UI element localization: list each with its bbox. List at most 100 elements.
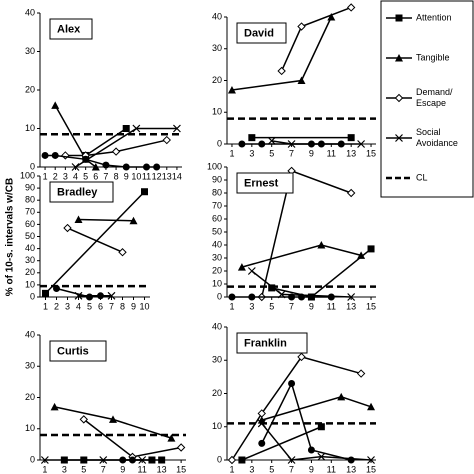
x-tick-label: 7 bbox=[289, 301, 294, 311]
marker-diamond bbox=[257, 409, 266, 418]
marker-triangle bbox=[395, 54, 403, 62]
marker-diamond bbox=[227, 455, 237, 465]
panel-title-box bbox=[49, 18, 93, 40]
marker-diamond bbox=[356, 369, 366, 378]
y-tick-label: 10 bbox=[25, 423, 35, 433]
marker-diamond bbox=[63, 223, 72, 233]
y-tick-label: 0 bbox=[30, 161, 35, 171]
y-tick-label: 20 bbox=[25, 84, 35, 94]
x-tick-label: 9 bbox=[309, 464, 314, 474]
marker-x bbox=[99, 456, 108, 464]
x-tick-label: 9 bbox=[131, 301, 136, 311]
x-tick-label: 8 bbox=[120, 301, 125, 311]
y-tick-label: 40 bbox=[25, 7, 35, 17]
marker-circle bbox=[128, 456, 136, 464]
y-tick-label: 0 bbox=[217, 454, 222, 464]
marker-x bbox=[257, 419, 266, 428]
y-tick-label: 40 bbox=[25, 243, 35, 253]
marker-circle bbox=[288, 293, 296, 301]
y-tick-label: 10 bbox=[25, 279, 35, 289]
legend-label: Demand/Escape bbox=[416, 87, 453, 108]
marker-circle bbox=[327, 293, 335, 301]
y-tick-label: 70 bbox=[212, 200, 222, 210]
x-tick-label: 4 bbox=[76, 301, 81, 311]
marker-square bbox=[347, 134, 355, 142]
series-line bbox=[44, 191, 146, 294]
marker-triangle bbox=[109, 415, 117, 423]
series-line bbox=[231, 356, 362, 461]
x-tick-label: 5 bbox=[269, 148, 274, 158]
x-tick-label: 13 bbox=[346, 301, 356, 311]
y-tick-label: 0 bbox=[30, 454, 35, 464]
marker-circle bbox=[53, 285, 60, 293]
marker-square bbox=[122, 125, 130, 132]
marker-triangle bbox=[337, 392, 346, 401]
marker-diamond bbox=[346, 3, 356, 12]
panel-title: Alex bbox=[57, 23, 81, 35]
y-tick-label: 10 bbox=[212, 278, 222, 288]
x-tick-label: 11 bbox=[138, 464, 147, 474]
marker-circle bbox=[248, 293, 256, 301]
marker-triangle bbox=[237, 263, 246, 271]
marker-circle bbox=[82, 155, 90, 163]
marker-circle bbox=[143, 163, 150, 171]
x-tick-label: 5 bbox=[81, 464, 86, 474]
marker-circle bbox=[41, 151, 49, 159]
x-tick-label: 11 bbox=[327, 301, 336, 311]
y-tick-label: 30 bbox=[212, 355, 222, 365]
y-tick-label: 70 bbox=[25, 207, 35, 217]
series-line bbox=[271, 248, 372, 298]
x-tick-label: 8 bbox=[114, 171, 119, 181]
marker-x bbox=[347, 293, 356, 301]
series-line bbox=[45, 154, 157, 168]
x-tick-label: 10 bbox=[131, 171, 141, 181]
y-tick-label: 10 bbox=[25, 123, 35, 133]
legend-label: Tangible bbox=[416, 52, 450, 62]
x-tick-label: 11 bbox=[142, 171, 151, 181]
marker-circle bbox=[228, 293, 236, 301]
x-tick-label: 7 bbox=[109, 301, 114, 311]
marker-circle bbox=[298, 293, 305, 301]
x-tick-label: 14 bbox=[172, 171, 182, 181]
x-tick-label: 9 bbox=[309, 301, 314, 311]
marker-diamond bbox=[118, 248, 127, 257]
marker-square bbox=[238, 456, 246, 464]
x-tick-label: 1 bbox=[229, 148, 234, 158]
x-tick-label: 5 bbox=[83, 171, 88, 181]
marker-circle bbox=[119, 456, 127, 464]
x-tick-label: 13 bbox=[162, 171, 172, 181]
marker-triangle bbox=[327, 13, 336, 21]
marker-square bbox=[141, 188, 148, 196]
y-tick-label: 30 bbox=[25, 46, 35, 56]
x-tick-label: 3 bbox=[62, 464, 67, 474]
y-tick-label: 0 bbox=[217, 138, 222, 148]
marker-diamond bbox=[297, 22, 306, 31]
panel-title: Ernest bbox=[244, 177, 279, 189]
x-tick-label: 10 bbox=[139, 301, 149, 311]
x-tick-label: 9 bbox=[120, 464, 125, 474]
marker-circle bbox=[122, 163, 130, 171]
x-tick-label: 7 bbox=[103, 171, 108, 181]
marker-x bbox=[287, 456, 296, 464]
x-tick-label: 11 bbox=[327, 464, 336, 474]
marker-x bbox=[395, 134, 403, 142]
x-tick-label: 15 bbox=[366, 464, 376, 474]
marker-circle bbox=[258, 439, 266, 447]
y-tick-label: 30 bbox=[25, 255, 35, 265]
marker-square bbox=[42, 289, 49, 297]
x-tick-label: 3 bbox=[249, 464, 254, 474]
marker-diamond bbox=[346, 188, 356, 198]
x-tick-label: 3 bbox=[63, 171, 68, 181]
marker-square bbox=[317, 423, 325, 431]
y-tick-label: 50 bbox=[212, 226, 222, 236]
panel-title: David bbox=[244, 27, 274, 39]
x-tick-label: 6 bbox=[93, 171, 98, 181]
x-tick-label: 13 bbox=[346, 464, 356, 474]
x-tick-label: 15 bbox=[366, 148, 376, 158]
x-tick-label: 7 bbox=[289, 148, 294, 158]
y-tick-label: 20 bbox=[25, 267, 35, 277]
marker-x bbox=[267, 136, 276, 145]
y-tick-label: 100 bbox=[20, 170, 35, 180]
series-line bbox=[67, 227, 123, 253]
marker-circle bbox=[337, 140, 345, 148]
